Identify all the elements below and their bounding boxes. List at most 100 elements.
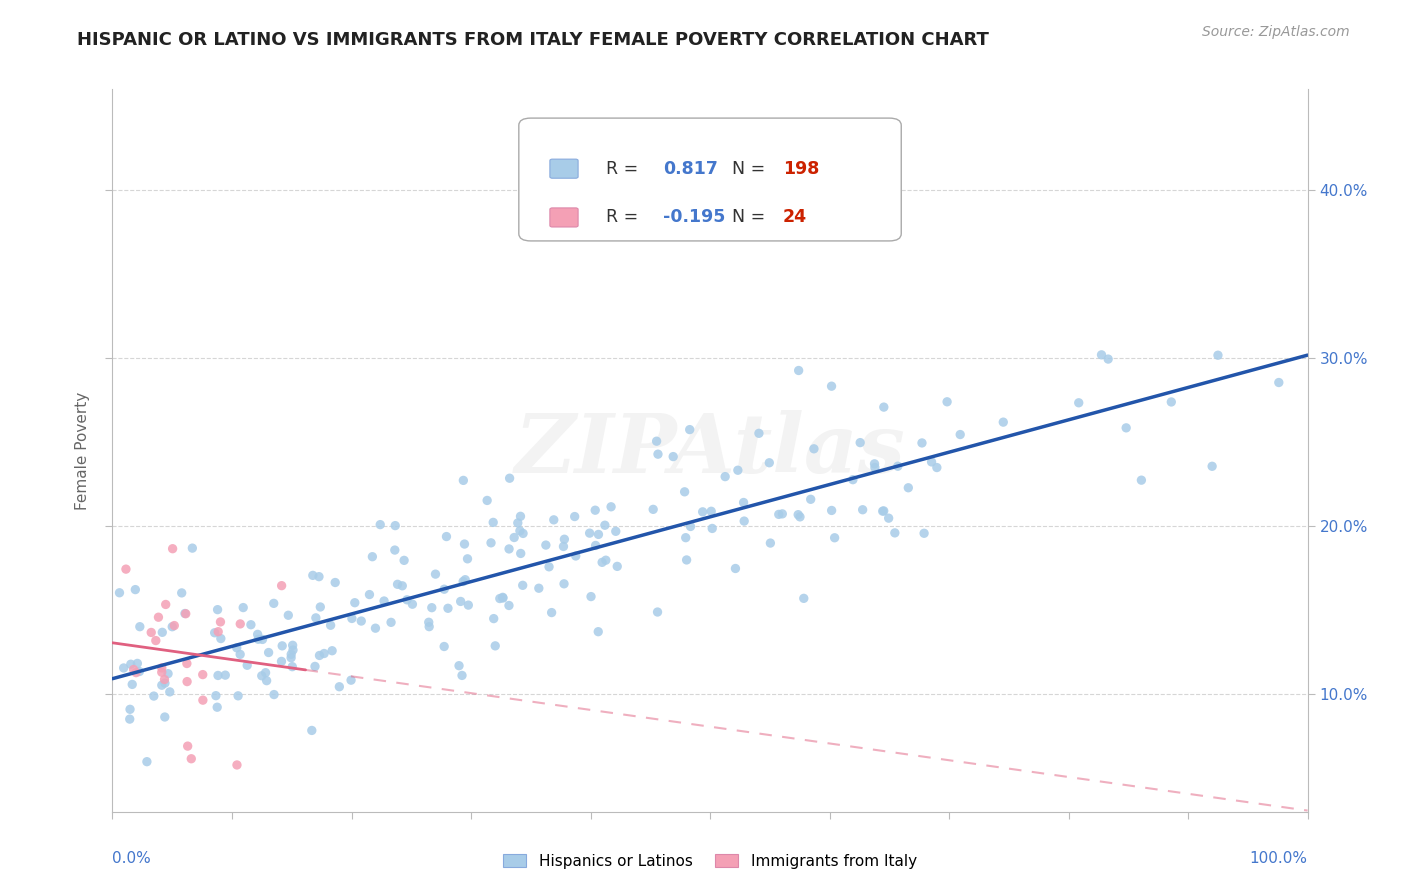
Point (748, 426, 770, 441)
Text: HISPANIC OR LATINO VS IMMIGRANTS FROM ITALY FEMALE POVERTY CORRELATION CHART: HISPANIC OR LATINO VS IMMIGRANTS FROM IT… (77, 31, 990, 49)
Point (800, 492, 823, 507)
Point (380, 615, 402, 630)
Point (420, 600, 443, 615)
Point (591, 555, 613, 569)
Point (498, 541, 520, 556)
Point (509, 524, 531, 538)
Point (308, 569, 330, 583)
Point (479, 536, 502, 550)
Point (142, 689, 165, 703)
Point (162, 620, 184, 634)
Point (301, 723, 323, 738)
Point (321, 644, 343, 658)
Point (727, 463, 749, 477)
Point (1097, 352, 1119, 367)
Point (675, 553, 697, 567)
Point (583, 503, 606, 517)
Point (391, 579, 413, 593)
Point (540, 606, 562, 620)
Point (112, 661, 135, 675)
Point (527, 581, 550, 595)
Point (512, 578, 534, 592)
Point (605, 524, 627, 539)
Text: 0.0%: 0.0% (112, 851, 152, 865)
Point (600, 500, 623, 514)
Point (205, 689, 228, 703)
Text: 198: 198 (783, 160, 820, 178)
Point (150, 678, 173, 692)
Point (127, 657, 149, 671)
Point (506, 516, 529, 530)
Point (108, 586, 131, 600)
Point (150, 665, 173, 680)
Point (254, 665, 277, 680)
Point (209, 632, 232, 646)
Point (340, 611, 363, 625)
Point (863, 457, 886, 471)
Point (433, 640, 456, 654)
Point (789, 509, 811, 524)
Point (128, 620, 150, 634)
Point (207, 668, 229, 682)
Point (364, 621, 387, 635)
Point (912, 526, 935, 541)
Point (679, 423, 702, 437)
Point (803, 442, 825, 456)
Point (475, 493, 498, 508)
Point (873, 504, 896, 518)
Point (852, 502, 875, 516)
Point (229, 648, 252, 662)
Point (675, 531, 697, 545)
Point (453, 474, 475, 488)
Point (877, 511, 900, 525)
Point (191, 693, 214, 707)
Point (484, 639, 506, 653)
Point (453, 537, 475, 551)
Point (281, 643, 304, 657)
Point (373, 594, 395, 608)
Point (564, 509, 586, 524)
Point (314, 647, 336, 661)
Point (498, 599, 520, 613)
Legend: Hispanics or Latinos, Immigrants from Italy: Hispanics or Latinos, Immigrants from It… (496, 846, 924, 876)
Text: N =: N = (731, 209, 765, 227)
Point (925, 460, 948, 475)
Point (787, 508, 810, 522)
Point (911, 436, 934, 450)
Point (176, 739, 198, 753)
Point (225, 640, 247, 655)
Point (170, 586, 193, 600)
Point (418, 615, 440, 630)
Point (564, 549, 586, 563)
Point (457, 551, 479, 566)
Point (759, 536, 782, 550)
Point (204, 625, 226, 640)
Point (247, 632, 270, 647)
Point (236, 658, 259, 673)
Point (135, 755, 157, 769)
Point (647, 605, 669, 619)
Point (492, 591, 515, 605)
Point (125, 665, 148, 680)
Point (793, 591, 815, 606)
Point (162, 541, 184, 556)
Point (872, 504, 894, 518)
Point (820, 379, 842, 393)
Point (361, 549, 384, 564)
Point (849, 435, 872, 450)
Point (384, 518, 406, 533)
Point (395, 592, 418, 607)
Point (770, 507, 793, 521)
Point (270, 579, 292, 593)
Point (191, 667, 214, 681)
Point (246, 627, 269, 641)
Point (482, 516, 505, 530)
Point (281, 659, 304, 673)
Point (124, 582, 146, 597)
Point (229, 616, 252, 631)
Point (824, 531, 846, 545)
Point (883, 525, 905, 540)
Point (277, 608, 299, 623)
Point (606, 559, 628, 574)
Point (488, 591, 510, 606)
